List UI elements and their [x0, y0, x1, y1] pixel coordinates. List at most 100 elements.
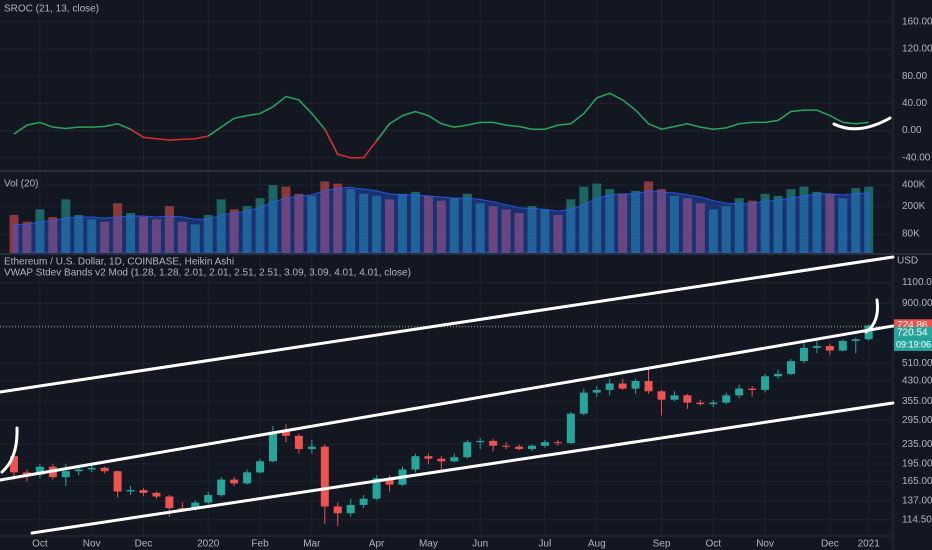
candle-body — [825, 346, 834, 351]
candle-body — [139, 490, 148, 493]
candle-body — [152, 492, 161, 497]
candle-body — [696, 402, 705, 405]
y-tick-label: 1100.00 — [902, 277, 932, 288]
volume-bar — [682, 198, 692, 253]
volume-bar — [74, 214, 84, 253]
volume-bar — [22, 221, 32, 253]
y-tick-label: 235.00 — [902, 439, 932, 450]
y-tick-label: 200K — [902, 201, 926, 212]
y-tick-label: 137.00 — [902, 496, 932, 507]
drawing-curve — [0, 426, 19, 474]
y-tick-label: 80K — [902, 229, 920, 240]
candle-body — [359, 498, 368, 505]
candle-body — [657, 391, 666, 400]
candle-body — [281, 431, 290, 436]
annotations — [0, 116, 895, 535]
candle-body — [178, 508, 187, 510]
volume-bar — [126, 212, 136, 253]
volume-bar — [139, 217, 148, 253]
volume-bar — [242, 206, 252, 253]
volume-bar — [851, 188, 861, 253]
volume-bar — [501, 209, 511, 253]
volume-bar — [747, 200, 757, 253]
candle-body — [61, 471, 70, 478]
volume-bar — [281, 186, 291, 253]
candle-body — [864, 325, 873, 340]
x-tick-label: Dec — [821, 539, 839, 550]
candle-body — [230, 479, 239, 484]
candle-body — [553, 442, 562, 444]
candle-body — [644, 381, 653, 392]
candle-body — [217, 479, 226, 496]
countdown-label: 09:19:06 — [896, 339, 931, 349]
candle-body — [346, 504, 355, 514]
volume-bar — [695, 203, 705, 253]
candle-body — [787, 361, 795, 374]
candle-body — [269, 431, 277, 462]
sroc-line — [207, 95, 339, 155]
candle-body — [851, 339, 860, 341]
volume-bar — [540, 209, 550, 253]
y-tick-label: 355.00 — [902, 396, 932, 407]
volume-bar — [527, 206, 537, 253]
volume-bar — [61, 199, 71, 253]
x-tick-label: Mar — [303, 539, 321, 550]
volume-bar — [333, 183, 343, 253]
candle-body — [799, 347, 808, 362]
volume-bar — [151, 219, 161, 253]
candle-body — [22, 472, 31, 475]
price-tag-label: 720.54 — [897, 328, 928, 339]
candle-body — [566, 413, 575, 444]
volume-bar — [618, 193, 628, 253]
candle-body — [748, 388, 757, 390]
pane-title: Ethereum / U.S. Dollar, 1D, COINBASE, He… — [4, 257, 234, 268]
x-tick-label: Aug — [588, 539, 606, 550]
candle-body — [631, 381, 640, 389]
sroc-line — [130, 126, 222, 141]
volume-bar — [268, 185, 278, 253]
volume-bar — [410, 191, 420, 253]
trend-line — [0, 255, 895, 394]
volume-bar — [592, 183, 602, 253]
price-tag — [894, 326, 932, 339]
x-tick-label: Jun — [472, 539, 488, 550]
x-tick-label: Sep — [653, 539, 671, 550]
volume-bar — [514, 212, 524, 253]
volume-bar — [579, 186, 589, 253]
volume-bar — [203, 214, 213, 253]
volume-ma-area — [13, 186, 870, 254]
y-tick-label: -40.00 — [902, 152, 931, 163]
volume-bar — [164, 206, 174, 253]
candle-body — [424, 456, 433, 459]
candle-body — [812, 346, 821, 348]
candle-body — [605, 383, 614, 390]
volume-bar — [385, 199, 395, 253]
candle-body — [592, 389, 601, 393]
candle-body — [489, 440, 498, 446]
candle-body — [722, 395, 731, 403]
volume-bar — [372, 195, 382, 253]
y-tick-label: 510.00 — [902, 358, 932, 369]
volume-bar — [216, 199, 226, 253]
candle-body — [191, 502, 200, 509]
sroc-line — [376, 92, 869, 142]
volume-bar — [488, 206, 498, 253]
volume-bar — [812, 191, 822, 253]
plot-layer — [0, 0, 893, 536]
candle-body — [307, 446, 316, 449]
y-tick-label: 400K — [902, 180, 926, 191]
candle-body — [74, 469, 83, 472]
x-tick-label: Feb — [251, 539, 269, 550]
candle-body — [372, 478, 381, 499]
candle-body — [463, 442, 472, 458]
volume-bar — [786, 189, 796, 253]
pane-subtitle: VWAP Stdev Bands v2 Mod (1.28, 1.28, 2.0… — [4, 268, 411, 279]
volume-bar — [449, 198, 459, 253]
x-tick-label: 2021 — [858, 539, 881, 550]
y-tick-label: 195.00 — [902, 459, 932, 470]
volume-bar — [799, 186, 809, 253]
volume-bar — [631, 190, 641, 253]
volume-bar — [48, 217, 58, 253]
candle-body — [126, 490, 135, 492]
